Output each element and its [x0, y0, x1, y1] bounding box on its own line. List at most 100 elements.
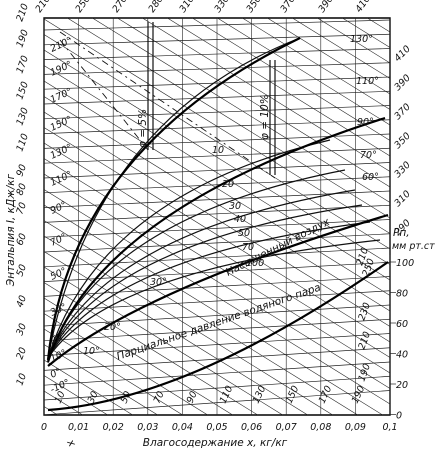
enthalpy-line: [43, 204, 383, 416]
left-enthalpy-label: 20: [14, 346, 28, 361]
pressure-tick-label: 0: [396, 411, 402, 422]
isotherm-line: [43, 276, 391, 297]
left-enthalpy-label: 80: [14, 182, 28, 197]
isotherm-line: [43, 33, 391, 46]
x-tick-label: 0,1: [382, 422, 397, 433]
left-enthalpy-label: 60: [14, 232, 28, 247]
enthalpy-line: [192, 17, 391, 141]
humidity-curve: [47, 239, 381, 359]
humidity-curve-label: 40: [234, 214, 246, 225]
isotherm-line: [43, 48, 391, 60]
x-tick-label: 0,01: [68, 422, 89, 433]
left-temperature-label: 90°: [49, 200, 69, 217]
top-enthalpy-label: 350: [244, 0, 263, 15]
left-temperature-label: 30°: [49, 302, 69, 319]
humidity-curve: [47, 204, 363, 359]
x-tick-label: 0: [41, 422, 47, 433]
humidity-curve-label: 20: [222, 179, 234, 190]
left-enthalpy-label: 150: [14, 80, 31, 101]
isotherm-line: [43, 233, 391, 253]
saturated-air-curve: [47, 213, 389, 367]
left-enthalpy-label: 10: [14, 372, 28, 387]
enthalpy-line: [43, 18, 391, 234]
top-enthalpy-label: 250: [73, 0, 92, 15]
pressure-tick-label: 100: [396, 258, 414, 269]
humidity-curve: [47, 189, 356, 359]
top-enthalpy-label: 370: [278, 0, 297, 15]
isotherm-line: [43, 390, 391, 416]
vapor-pressure-label: Парциальное давление водяного пара: [115, 281, 322, 362]
isotherm-line: [43, 361, 391, 386]
enthalpy-line: [43, 96, 391, 312]
x-tick-label: 0,09: [345, 422, 366, 433]
enthalpy-line: [292, 17, 391, 79]
left-enthalpy-label: 30: [14, 322, 28, 337]
top-enthalpy-label: 270: [110, 0, 129, 15]
enthalpy-line: [217, 17, 391, 126]
top-enthalpy-label: 280: [146, 0, 165, 15]
right-temperature-label: 110°: [356, 76, 379, 87]
humidity-curve-label: 30: [229, 201, 241, 212]
enthalpy-line: [43, 235, 333, 416]
vapor-pressure-curve: [47, 261, 389, 412]
isotherm-line: [43, 304, 391, 327]
humidity-curve-label: 10: [212, 145, 224, 156]
enthalpy-line: [43, 313, 208, 416]
humidity-curve: [47, 221, 371, 359]
enthalpy-line: [43, 328, 183, 416]
enthalpy-line: [43, 297, 233, 416]
x-tick-label: 0,06: [241, 422, 262, 433]
left-enthalpy-label: 130: [14, 106, 31, 127]
left-enthalpy-label: 90: [14, 163, 28, 178]
enthalpy-line: [43, 220, 358, 416]
left-enthalpy-label: 40: [14, 294, 28, 309]
left-enthalpy-label: 210: [14, 2, 31, 23]
x-tick-label: 0,03: [137, 422, 158, 433]
enthalpy-line: [242, 17, 391, 110]
isotherm-line: [43, 176, 391, 194]
isotherm-line: [43, 90, 391, 105]
left-temperature-label: 110°: [49, 169, 74, 189]
right-temperature-label: 90°: [357, 117, 374, 128]
right-enthalpy-label: 350: [392, 131, 413, 152]
pressure-tick-label: 60: [396, 319, 408, 330]
bottom-enthalpy-label: 30: [86, 390, 101, 406]
x-tick-label: 0,04: [172, 422, 193, 433]
chart-labels: 0 0,01 0,02 0,03 0,04 0,05 0,06 0,07 0,08 0,09 0,1…: [5, 0, 435, 450]
isotherm-line: [43, 261, 391, 282]
enthalpy-line: [317, 17, 391, 64]
x-tick-label: 0,07: [276, 422, 297, 433]
left-enthalpy-label: 170: [14, 54, 31, 75]
x-axis-symbol: x: [64, 437, 78, 450]
inner-temperature-label: 10°: [83, 346, 100, 357]
isotherm-line: [43, 290, 391, 312]
top-enthalpy-label: 390: [316, 0, 335, 15]
isotherm-line: [43, 375, 391, 401]
enthalpy-line: [43, 173, 391, 389]
top-enthalpy-label: 410: [353, 0, 372, 15]
left-enthalpy-label: 50: [14, 263, 28, 278]
saturation-heavy-upper: [46, 37, 301, 361]
left-temperature-label: 210°: [49, 35, 74, 55]
enthalpy-line: [43, 375, 108, 416]
humidity-curve-label: 50: [238, 228, 250, 239]
dashed-guide-left: [59, 39, 149, 151]
enthalpy-line: [43, 49, 391, 265]
isotherm-line: [43, 147, 391, 164]
humidity-curve: [47, 139, 331, 359]
top-enthalpy-label: 330: [212, 0, 231, 15]
enthalpy-line: [43, 142, 391, 358]
isotherm-line: [43, 162, 391, 179]
left-temperature-label: 0°: [49, 366, 63, 381]
inner-temperature-label: 30°: [150, 277, 167, 288]
enthalpy-line: [267, 17, 391, 95]
enthalpy-line: [117, 17, 391, 188]
enthalpy-line: [43, 111, 391, 327]
x-tick-label: 0,08: [310, 422, 331, 433]
isotherm-line: [43, 119, 391, 134]
right-enthalpy-label: 370: [392, 102, 413, 123]
isotherm-line: [43, 219, 391, 238]
enthalpy-line: [43, 65, 391, 281]
isotherm-line: [43, 62, 391, 75]
